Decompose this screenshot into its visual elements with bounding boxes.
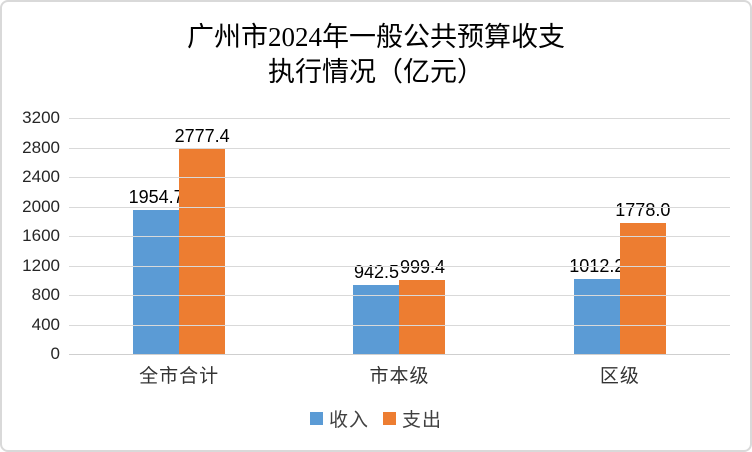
y-axis-tick-label: 3200 — [22, 108, 60, 127]
y-axis-tick-label: 1600 — [22, 226, 60, 245]
category-label: 全市合计 — [139, 366, 220, 387]
legend-item: 支出 — [383, 405, 442, 432]
bar-income: 1012.2 — [569, 256, 624, 354]
y-axis-tick-label: 2000 — [22, 196, 60, 216]
y-axis-tick-label: 800 — [31, 285, 60, 304]
gridline — [69, 354, 730, 355]
gridline — [69, 265, 730, 267]
legend: 收入 支出 — [2, 405, 750, 432]
gridline — [69, 236, 730, 237]
bar-groups: 1954.7 2777.4 942.5 999.4 1012.2 1778.0 — [69, 118, 730, 354]
y-axis-tick-label: 0 — [50, 344, 60, 363]
plot-area: 1954.7 2777.4 942.5 999.4 1012.2 1778.0 — [69, 118, 730, 355]
bar-group: 1954.7 2777.4 — [69, 118, 289, 354]
gridline — [69, 206, 730, 208]
y-axis-labels: 3200 2800 2400 2000 1600 1200 800 400 0 — [2, 108, 60, 363]
legend-swatch-icon — [383, 412, 396, 425]
gridline — [69, 177, 730, 178]
bar-value-label: 1778.0 — [615, 199, 671, 220]
y-axis-tick-label: 2400 — [22, 167, 60, 186]
bar-expenditure: 1778.0 — [615, 200, 670, 354]
bar-value-label: 942.5 — [353, 261, 400, 282]
bar-value-label: 1954.7 — [128, 186, 184, 207]
y-axis-tick-label: 2800 — [22, 137, 60, 157]
bar-income: 1954.7 — [129, 187, 184, 354]
gridline — [69, 295, 730, 296]
gridline — [69, 118, 730, 119]
legend-swatch-icon — [309, 412, 323, 425]
bar-value-label: 999.4 — [399, 257, 446, 278]
bar-value-label: 2777.4 — [174, 126, 230, 147]
gridline — [69, 147, 730, 149]
category-label: 市本级 — [369, 366, 430, 387]
bar-income: 942.5 — [353, 262, 400, 354]
category-label: 区级 — [599, 366, 640, 387]
y-axis-tick-label: 1200 — [22, 255, 60, 275]
y-axis-tick-label: 400 — [31, 314, 60, 334]
bar-group: 942.5 999.4 — [289, 118, 509, 354]
bar-value-label: 1012.2 — [569, 256, 625, 277]
x-axis-labels: 全市合计 市本级 区级 — [69, 361, 730, 388]
chart-title-line1: 广州市2024年一般公共预算收支 — [187, 22, 565, 52]
legend-label: 支出 — [402, 410, 443, 431]
chart-title-line2: 执行情况（亿元） — [268, 57, 484, 87]
legend-item: 收入 — [309, 405, 369, 432]
chart-title: 广州市2024年一般公共预算收支 执行情况（亿元） — [2, 20, 750, 90]
bar-expenditure: 999.4 — [399, 257, 446, 354]
bar-expenditure: 2777.4 — [175, 126, 230, 354]
gridline — [69, 324, 730, 326]
legend-label: 收入 — [328, 410, 369, 431]
